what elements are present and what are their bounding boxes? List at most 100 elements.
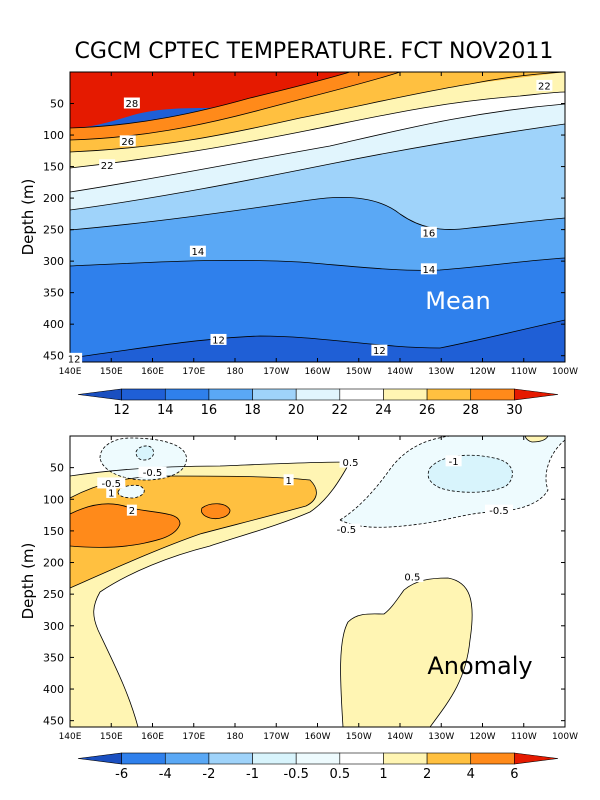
mean-contour-label: 14 — [192, 247, 205, 258]
anomaly-colorbar-swatch — [121, 752, 166, 765]
mean-x-tick-label: 100W — [552, 367, 578, 377]
mean-colorbar-swatch — [121, 388, 166, 401]
anomaly-x-tick-label: 160W — [304, 732, 330, 742]
mean-colorbar-swatch — [470, 388, 515, 401]
mean-y-ticks: 50 100 150 200 250 300 350 400 450 — [43, 98, 565, 363]
mean-contour-label-bg — [420, 226, 437, 238]
mean-x-tick-label: 180 — [226, 367, 243, 377]
anomaly-y-tick-label: 400 — [43, 683, 64, 696]
mean-x-tick-label: 160W — [304, 367, 330, 377]
anomaly-colorbar: -6 -4 -2 -1 -0.5 0.5 1 2 4 6 — [77, 752, 559, 782]
anomaly-region-2-east — [201, 503, 230, 519]
anomaly-x-tick-label: 140E — [59, 732, 82, 742]
anomaly-x-tick-label: 130W — [428, 732, 454, 742]
anomaly-negative-contour-lines — [99, 436, 565, 528]
mean-y-tick-label: 450 — [43, 350, 64, 363]
anomaly-colorbar-swatch — [208, 752, 253, 765]
mean-contour-label-bg — [99, 159, 116, 171]
anomaly-contour-label-bg — [485, 504, 513, 516]
mean-contour-label-bg — [119, 135, 136, 147]
anomaly-y-tick-label: 250 — [43, 588, 64, 601]
anomaly-y-tick-label: 200 — [43, 557, 64, 570]
anomaly-x-tick-label: 100W — [552, 732, 578, 742]
mean-x-tick-label: 150W — [346, 367, 372, 377]
anomaly-contour-label-bg — [97, 477, 126, 489]
mean-y-tick-label: 400 — [43, 318, 64, 331]
mean-x-tick-label: 140E — [59, 367, 82, 377]
anomaly-contour-label-bg — [401, 571, 424, 583]
mean-panel: 140E 150E 160E 170E 180 170W 160W 150W 140W 130W 1… — [19, 71, 578, 377]
mean-y-tick-label: 250 — [43, 224, 64, 237]
anomaly-y-tick-label: 300 — [43, 620, 64, 633]
mean-y-tick-label: 50 — [50, 98, 64, 111]
mean-band-18 — [70, 124, 565, 230]
mean-colorbar-label: 18 — [244, 403, 261, 418]
mean-contour-label: 26 — [121, 137, 134, 148]
anomaly-panel: 140E 150E 160E 170E 180 170W 160W 150W 140W 130W 1… — [19, 435, 578, 742]
anomaly-x-tick-label: 160E — [141, 732, 164, 742]
anomaly-colorbar-label: 1 — [379, 767, 387, 782]
anomaly-contour-label-bg — [283, 474, 294, 486]
mean-contour-label-bg — [420, 263, 437, 275]
anomaly-x-tick-label: 120W — [469, 732, 495, 742]
mean-contour-label-bg — [536, 79, 553, 91]
mean-x-ticks: 140E 150E 160E 170E 180 170W 160W 150W 140W 130W 1… — [59, 72, 578, 377]
mean-panel-label: Mean — [425, 287, 490, 315]
anomaly-colorbar-label: 0.5 — [329, 767, 350, 782]
mean-colorbar-label: 30 — [506, 403, 523, 418]
anomaly-region-0.5-east — [340, 578, 473, 727]
mean-x-tick-label: 160E — [141, 367, 164, 377]
mean-colorbar-swatch — [339, 388, 384, 401]
chart-title: CGCM CPTEC TEMPERATURE. FCT NOV2011 — [75, 39, 554, 64]
mean-colorbar: 12 14 16 18 20 22 24 26 28 30 — [77, 388, 559, 418]
mean-contour-label-bg — [371, 344, 388, 356]
anomaly-region-1 — [70, 476, 317, 588]
mean-x-tick-label: 170W — [263, 367, 289, 377]
anomaly-x-tick-label: 150W — [346, 732, 372, 742]
mean-contour-labels: 28 26 22 22 16 14 14 12 12 12 — [66, 79, 553, 365]
mean-field — [70, 72, 565, 362]
anomaly-region-neg-east-core — [428, 455, 513, 493]
anomaly-contour-label: 0.5 — [343, 458, 359, 469]
mean-band-30 — [70, 72, 350, 128]
mean-band-26 — [70, 72, 565, 152]
mean-contour-label: 12 — [212, 335, 225, 346]
anomaly-x-tick-label: 140W — [387, 732, 413, 742]
mean-contour-lines — [70, 72, 565, 359]
mean-y-tick-label: 150 — [43, 161, 64, 174]
mean-colorbar-swatch — [426, 388, 472, 401]
anomaly-contour-label: -0.5 — [337, 525, 357, 536]
anomaly-colorbar-swatch — [514, 752, 559, 765]
mean-x-tick-label: 120W — [469, 367, 495, 377]
anomaly-contour-label-bg — [126, 504, 137, 516]
anomaly-colorbar-swatch — [295, 752, 341, 765]
anomaly-x-tick-label: 170W — [263, 732, 289, 742]
anomaly-colorbar-label: -1 — [246, 767, 259, 782]
anomaly-contour-label: 0.5 — [404, 573, 420, 584]
anomaly-contour-label-bg — [339, 456, 362, 468]
anomaly-region-2-west — [70, 503, 180, 548]
anomaly-contour-label: -0.5 — [143, 468, 163, 479]
mean-colorbar-label: 16 — [201, 403, 218, 418]
anomaly-panel-label: Anomaly — [427, 652, 532, 680]
anomaly-colorbar-label: -2 — [202, 767, 215, 782]
mean-y-tick-label: 200 — [43, 192, 64, 205]
mean-colorbar-label: 28 — [462, 403, 479, 418]
mean-colorbar-swatch — [77, 388, 122, 401]
mean-contour-label: 12 — [68, 354, 81, 365]
mean-band-24 — [70, 72, 565, 168]
mean-colorbar-label: 12 — [113, 403, 130, 418]
mean-colorbar-swatch — [514, 388, 559, 401]
anomaly-x-tick-label: 180 — [226, 732, 243, 742]
anomaly-colorbar-swatch — [383, 752, 428, 765]
anomaly-colorbar-label: -6 — [115, 767, 128, 782]
anomaly-x-tick-label: 110W — [511, 732, 537, 742]
anomaly-colorbar-swatch — [164, 752, 210, 765]
anomaly-colorbar-swatch — [252, 752, 297, 765]
anomaly-x-ticks: 140E 150E 160E 170E 180 170W 160W 150W 140W 130W 1… — [59, 436, 578, 742]
anomaly-contour-label-bg — [445, 455, 462, 467]
anomaly-colorbar-label: 6 — [510, 767, 518, 782]
mean-contour-label: 14 — [423, 265, 436, 276]
